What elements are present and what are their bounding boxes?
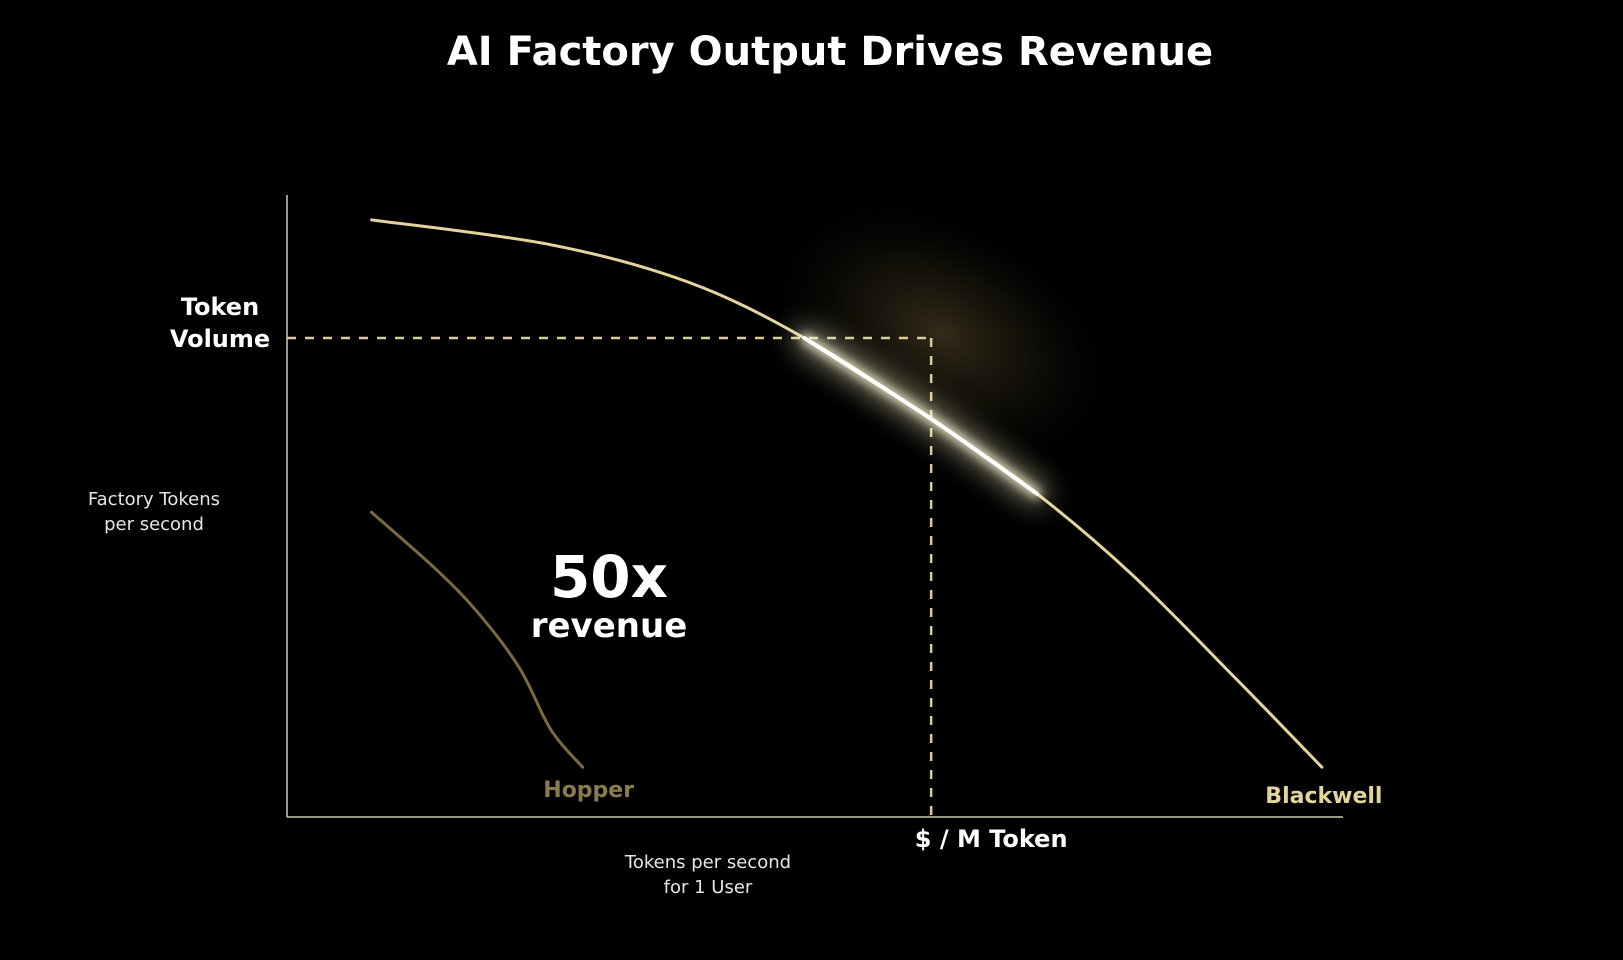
x-axis-label: Tokens per second for 1 User — [624, 852, 791, 898]
multiplier-caption: revenue — [531, 606, 688, 646]
multiplier-value: 50x — [550, 543, 668, 611]
blackwell-label: Blackwell — [1265, 784, 1382, 809]
blackwell-glow-halo — [764, 194, 1119, 472]
y-axis-label: Factory Tokens per second — [88, 489, 220, 535]
blackwell-glow-core — [802, 336, 1039, 496]
chart-title: AI Factory Output Drives Revenue — [447, 29, 1213, 75]
token-volume-label: Token Volume — [170, 293, 270, 353]
hopper-label: Hopper — [543, 778, 634, 803]
glow-halo-ellipse — [764, 194, 1119, 472]
price-per-million-label: $ / M Token — [915, 825, 1068, 853]
hopper-curve — [370, 510, 585, 769]
